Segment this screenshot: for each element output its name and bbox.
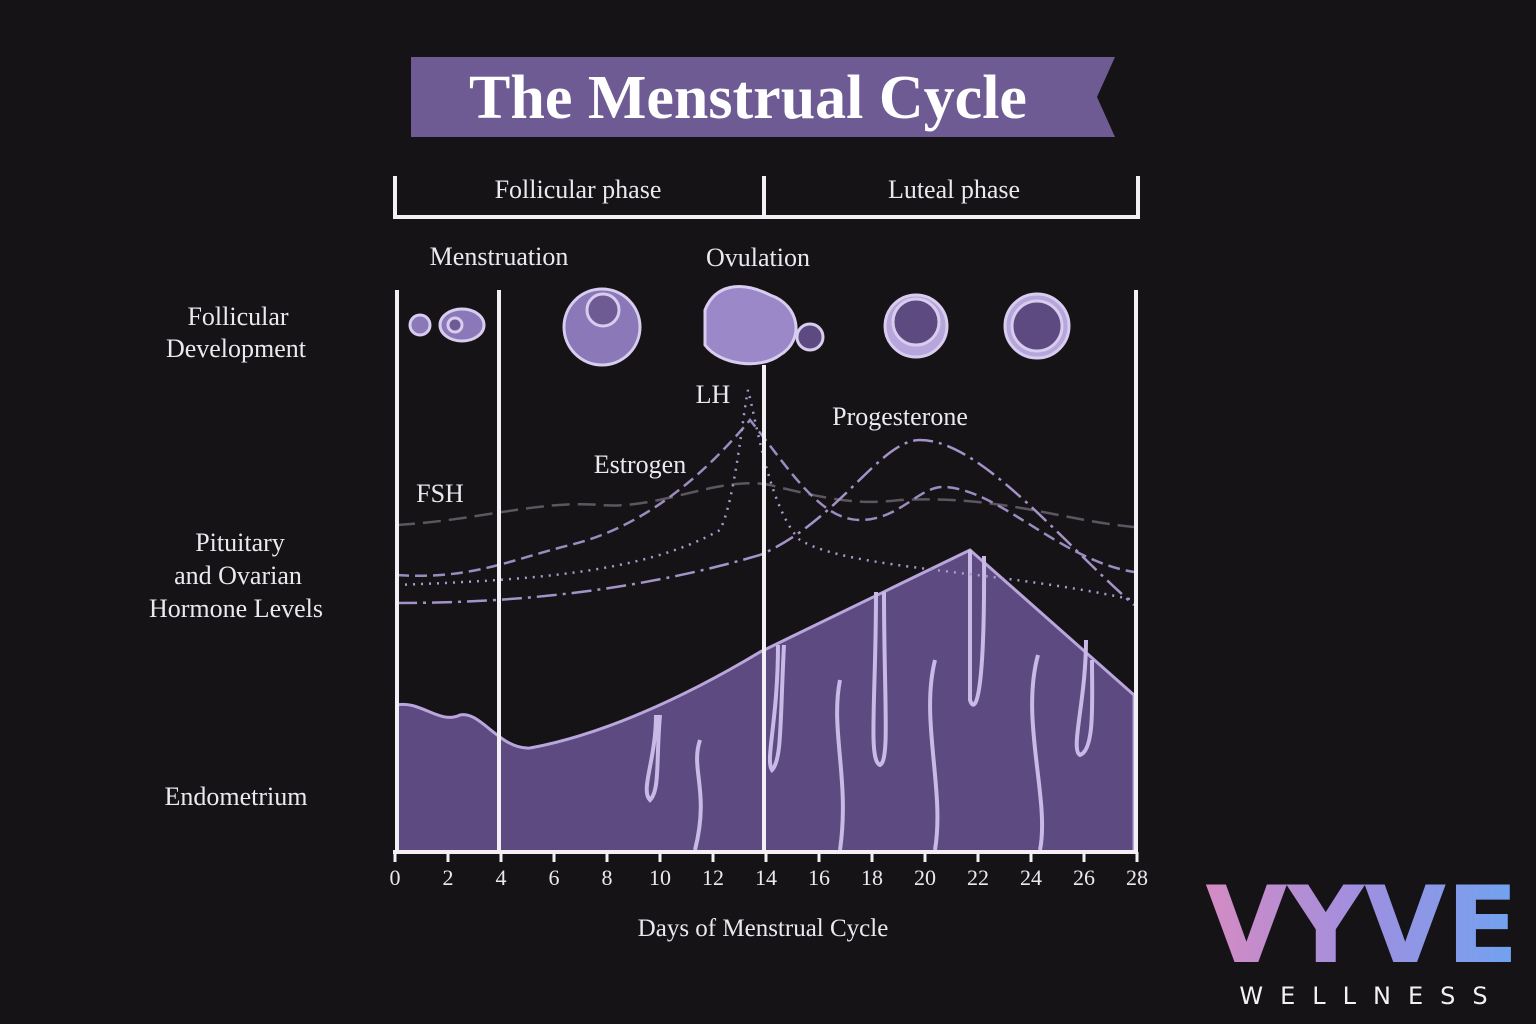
row-label: Endometrium bbox=[165, 782, 308, 811]
chart-frame bbox=[393, 290, 1138, 854]
x-tick-label: 2 bbox=[443, 865, 454, 890]
follicles bbox=[408, 285, 1071, 367]
row-label: Development bbox=[166, 334, 307, 363]
row-label: Follicular bbox=[187, 302, 288, 331]
x-tick-label: 0 bbox=[390, 865, 401, 890]
x-axis: 0 2 4 6 8 10 12 14 16 18 20 22 24 26 28 bbox=[390, 852, 1148, 890]
event-label: Ovulation bbox=[706, 243, 810, 272]
hormone-label: Estrogen bbox=[594, 450, 686, 479]
x-tick-label: 12 bbox=[702, 865, 724, 890]
phase-bracket bbox=[393, 176, 1140, 219]
title-banner bbox=[411, 57, 1115, 137]
row-label: and Ovarian bbox=[174, 561, 302, 590]
row-label: Hormone Levels bbox=[149, 594, 323, 623]
x-tick-label: 22 bbox=[967, 865, 989, 890]
x-tick-label: 6 bbox=[549, 865, 560, 890]
logo-tagline: WELLNESS bbox=[1239, 982, 1504, 1010]
x-tick-label: 16 bbox=[808, 865, 830, 890]
row-label: Pituitary bbox=[195, 528, 285, 557]
phase-label: Follicular phase bbox=[495, 175, 662, 204]
x-tick-label: 26 bbox=[1073, 865, 1095, 890]
hormone-curves bbox=[396, 389, 1135, 606]
x-tick-label: 8 bbox=[602, 865, 613, 890]
x-tick-label: 24 bbox=[1020, 865, 1042, 890]
x-tick-label: 20 bbox=[914, 865, 936, 890]
x-tick-label: 10 bbox=[649, 865, 671, 890]
title: The Menstrual Cycle bbox=[469, 64, 1027, 132]
phase-label: Luteal phase bbox=[888, 175, 1020, 204]
logo-name: VYVE bbox=[1205, 864, 1518, 987]
event-label: Menstruation bbox=[430, 242, 569, 271]
hormone-label: FSH bbox=[416, 479, 464, 508]
hormone-label: LH bbox=[696, 380, 731, 409]
x-axis-title: Days of Menstrual Cycle bbox=[638, 915, 889, 942]
x-tick-label: 18 bbox=[861, 865, 883, 890]
glands bbox=[644, 550, 1095, 851]
x-tick-label: 4 bbox=[496, 865, 507, 890]
x-tick-label: 14 bbox=[755, 865, 777, 890]
x-tick-label: 28 bbox=[1126, 865, 1148, 890]
hormone-label: Progesterone bbox=[832, 402, 968, 431]
